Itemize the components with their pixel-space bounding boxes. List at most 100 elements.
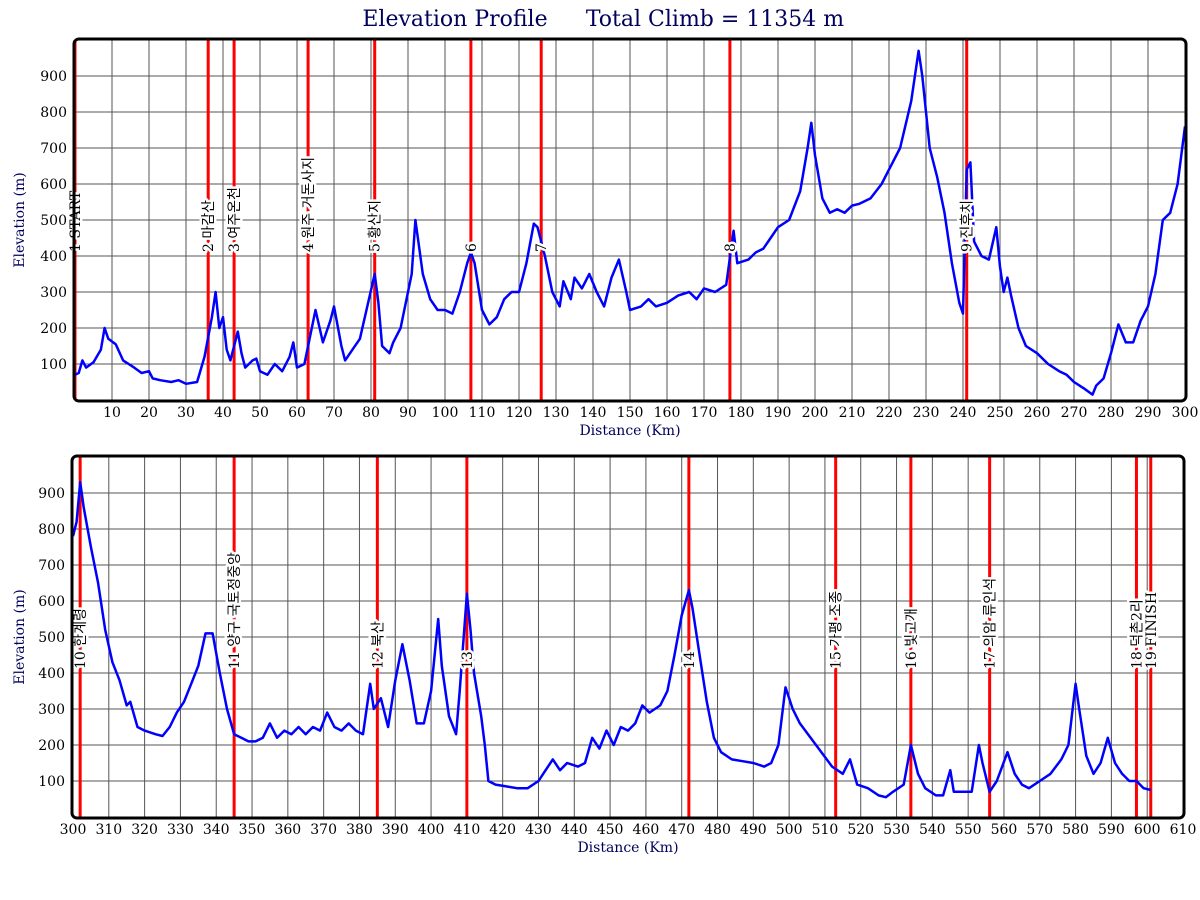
checkpoint-label: 17 의암 류인석	[983, 578, 999, 669]
x-tick-label: 540	[919, 822, 946, 838]
x-tick-label: 280	[1098, 405, 1125, 421]
x-tick-label: 320	[131, 822, 158, 838]
x-tick-label: 380	[346, 822, 373, 838]
checkpoint-label: 15 가평 조종	[829, 591, 845, 669]
y-tick-label: 800	[40, 105, 67, 121]
x-tick-label: 180	[728, 405, 755, 421]
x-axis-label: Distance (Km)	[577, 840, 678, 856]
checkpoint-label: 2 마감산	[201, 200, 217, 252]
x-tick-label: 300	[1172, 405, 1199, 421]
checkpoint-label: 6	[464, 243, 480, 252]
x-tick-label: 590	[1098, 822, 1125, 838]
x-tick-label: 370	[310, 822, 337, 838]
x-tick-label: 100	[432, 405, 459, 421]
x-tick-label: 490	[740, 822, 767, 838]
checkpoint-label: 12 북산	[370, 621, 386, 669]
x-tick-label: 260	[1024, 405, 1051, 421]
x-tick-label: 250	[987, 405, 1014, 421]
y-tick-label: 900	[40, 69, 67, 85]
y-tick-label: 100	[38, 774, 65, 790]
x-tick-label: 120	[506, 405, 533, 421]
checkpoint-label: 9 진후치	[960, 200, 976, 252]
x-tick-label: 40	[214, 405, 232, 421]
y-tick-label: 200	[40, 321, 67, 337]
y-axis-label: Elevation (m)	[12, 172, 28, 267]
checkpoint-label: 1 START	[68, 190, 84, 252]
x-tick-label: 470	[668, 822, 695, 838]
x-tick-label: 130	[543, 405, 570, 421]
x-axis-label: Distance (Km)	[579, 423, 680, 439]
x-tick-label: 50	[251, 405, 269, 421]
x-tick-label: 570	[1026, 822, 1053, 838]
y-tick-label: 500	[40, 213, 67, 229]
checkpoint-label: 5 황산지	[368, 200, 384, 252]
x-tick-label: 110	[469, 405, 496, 421]
checkpoint-label: 8	[723, 243, 739, 252]
x-tick-label: 510	[812, 822, 839, 838]
x-tick-label: 220	[876, 405, 903, 421]
x-tick-label: 310	[95, 822, 122, 838]
elevation-line	[74, 49, 1187, 396]
x-tick-label: 600	[1134, 822, 1161, 838]
x-tick-label: 190	[765, 405, 792, 421]
x-tick-label: 10	[103, 405, 121, 421]
x-tick-label: 150	[617, 405, 644, 421]
y-tick-label: 400	[38, 666, 65, 682]
x-tick-label: 340	[203, 822, 230, 838]
x-tick-label: 160	[654, 405, 681, 421]
y-tick-label: 300	[38, 702, 65, 718]
x-tick-label: 500	[776, 822, 803, 838]
x-tick-label: 210	[839, 405, 866, 421]
x-tick-label: 400	[418, 822, 445, 838]
chart-subtitle: Total Climb = 11354 m	[586, 7, 844, 32]
x-tick-label: 70	[325, 405, 343, 421]
y-tick-label: 500	[38, 630, 65, 646]
y-tick-label: 400	[40, 249, 67, 265]
x-tick-label: 530	[883, 822, 910, 838]
x-tick-label: 300	[60, 822, 87, 838]
x-tick-label: 560	[991, 822, 1018, 838]
checkpoint-label: 7	[534, 243, 550, 252]
y-tick-label: 600	[40, 177, 67, 193]
x-tick-label: 170	[691, 405, 718, 421]
y-tick-label: 800	[38, 522, 65, 538]
checkpoint-label: 18 덕촌2리	[1129, 599, 1145, 669]
elevation-line	[71, 480, 1152, 799]
plot-frame	[72, 37, 1188, 403]
y-axis-label: Elevation (m)	[12, 589, 28, 684]
x-tick-label: 450	[597, 822, 624, 838]
y-tick-label: 300	[40, 285, 67, 301]
x-tick-label: 420	[489, 822, 516, 838]
x-tick-label: 240	[950, 405, 977, 421]
plot-frame	[70, 454, 1186, 820]
y-tick-label: 100	[40, 357, 67, 373]
y-tick-label: 700	[38, 558, 65, 574]
checkpoint-label: 14	[682, 651, 698, 669]
x-tick-label: 80	[362, 405, 380, 421]
x-tick-label: 550	[955, 822, 982, 838]
checkpoint-label: 13	[460, 651, 476, 669]
x-tick-label: 460	[633, 822, 660, 838]
x-tick-label: 90	[399, 405, 417, 421]
x-tick-label: 290	[1135, 405, 1162, 421]
x-tick-label: 330	[167, 822, 194, 838]
x-tick-label: 410	[454, 822, 481, 838]
x-tick-label: 390	[382, 822, 409, 838]
checkpoint-label: 3 여주온천	[227, 187, 243, 252]
x-tick-label: 230	[913, 405, 940, 421]
y-tick-label: 600	[38, 594, 65, 610]
x-tick-label: 20	[140, 405, 158, 421]
x-tick-label: 270	[1061, 405, 1088, 421]
x-tick-label: 480	[704, 822, 731, 838]
x-tick-label: 430	[525, 822, 552, 838]
y-tick-label: 900	[38, 486, 65, 502]
x-tick-label: 60	[288, 405, 306, 421]
checkpoint-label: 16 빛고개	[904, 608, 920, 669]
x-tick-label: 360	[274, 822, 301, 838]
checkpoint-label: 4 원주 거돈사지	[301, 157, 317, 252]
x-tick-label: 350	[239, 822, 266, 838]
checkpoint-label: 11 양구 국토정중앙	[227, 552, 243, 669]
y-tick-label: 200	[38, 738, 65, 754]
